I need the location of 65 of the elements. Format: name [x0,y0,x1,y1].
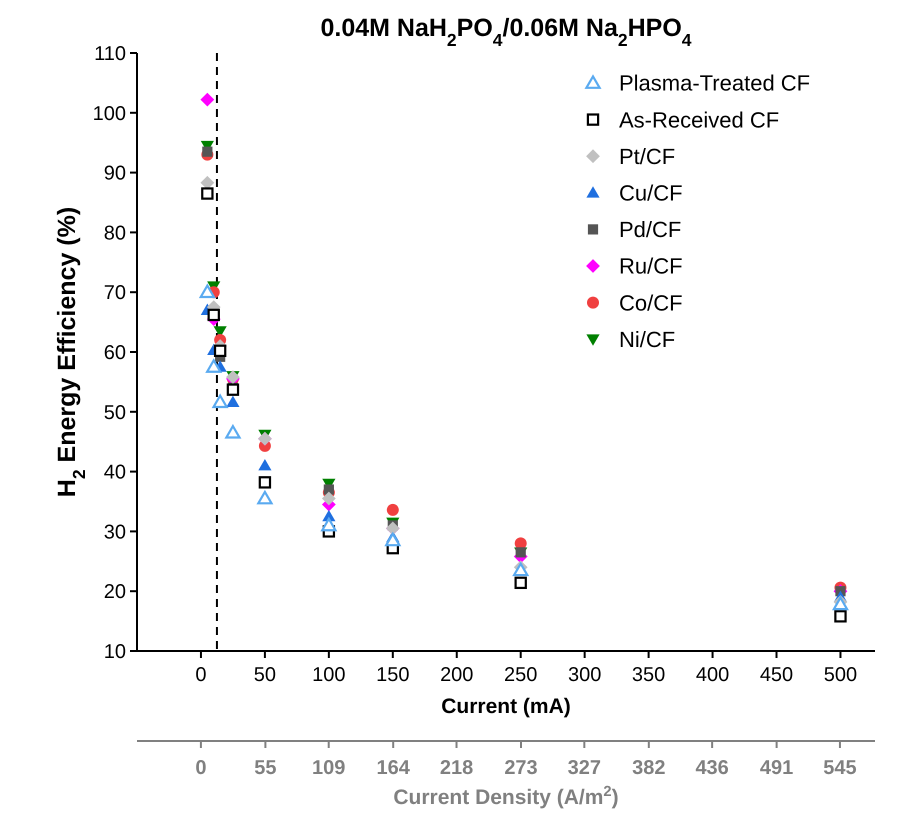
x-tick-label: 450 [760,664,794,686]
legend-label: Co/CF [619,290,683,316]
x-tick-label: 350 [632,664,666,686]
y-tick-label: 20 [104,581,126,604]
y-tick-label: 10 [104,641,126,663]
legend-label: Pt/CF [619,144,676,169]
point [200,92,214,107]
x-axis-title: Current (mA) [441,695,571,718]
point [321,518,337,532]
x-tick-label: 200 [440,664,474,686]
x-tick-label: 0 [195,664,207,686]
y-tick-label: 50 [104,402,126,424]
x2-tick-label: 164 [376,757,411,779]
point [834,610,847,623]
x2-tick-label: 545 [823,757,857,779]
point [513,562,528,576]
y-tick-label: 110 [94,43,126,65]
point [208,308,220,322]
legend-label: Cu/CF [619,180,683,206]
legend-label: Ru/CF [619,254,683,279]
point [206,359,222,373]
x-tick-label: 400 [696,664,730,686]
point [226,383,240,396]
point [201,187,214,200]
x2-tick-label: 0 [195,757,206,779]
legend-label: Plasma-Treated CF [619,70,810,96]
x-tick-label: 250 [504,664,538,686]
x-tick-label: 500 [824,664,858,686]
y-tick-label: 90 [104,162,126,185]
x2-tick-label: 491 [760,757,794,779]
y-tick-label: 60 [104,342,126,364]
x2-tick-label: 218 [440,757,474,779]
x2-tick-label: 55 [254,757,277,779]
x2-tick-label: 273 [504,757,538,779]
point [212,394,228,408]
point [226,396,240,408]
point [386,504,399,516]
point [258,476,272,489]
point [214,344,226,358]
point [385,532,401,546]
x2-tick-label: 382 [632,757,666,779]
point [514,576,527,590]
x-tick-label: 300 [568,664,602,686]
chart-title: 0.04M NaH$_{2}$PO$_{4}$/0.06M Na$_{2}$HPO$_{4}$ [320,14,692,50]
y-tick-label: 100 [92,102,126,125]
y-tick-label: 70 [104,282,126,304]
x-tick-label: 100 [312,664,346,686]
y-tick-label: 30 [104,521,126,544]
x-tick-label: 150 [376,664,410,686]
x2-axis-title: Current Density (A/m$^{2}$) [393,784,619,809]
x-tick-label: 50 [254,664,276,686]
point [200,284,216,298]
point [322,492,336,506]
y-tick-label: 40 [104,462,126,484]
y-tick-label: 80 [104,222,126,244]
legend-label: Ni/CF [619,326,676,352]
legend-label: As-Received CF [619,107,780,132]
x2-tick-label: 436 [695,757,729,779]
point [257,490,273,504]
legend-label: Pd/CF [619,217,682,242]
point [258,459,272,470]
x2-tick-label: 109 [312,757,346,779]
point [225,425,241,439]
x2-tick-label: 327 [568,757,602,779]
point [202,146,212,157]
